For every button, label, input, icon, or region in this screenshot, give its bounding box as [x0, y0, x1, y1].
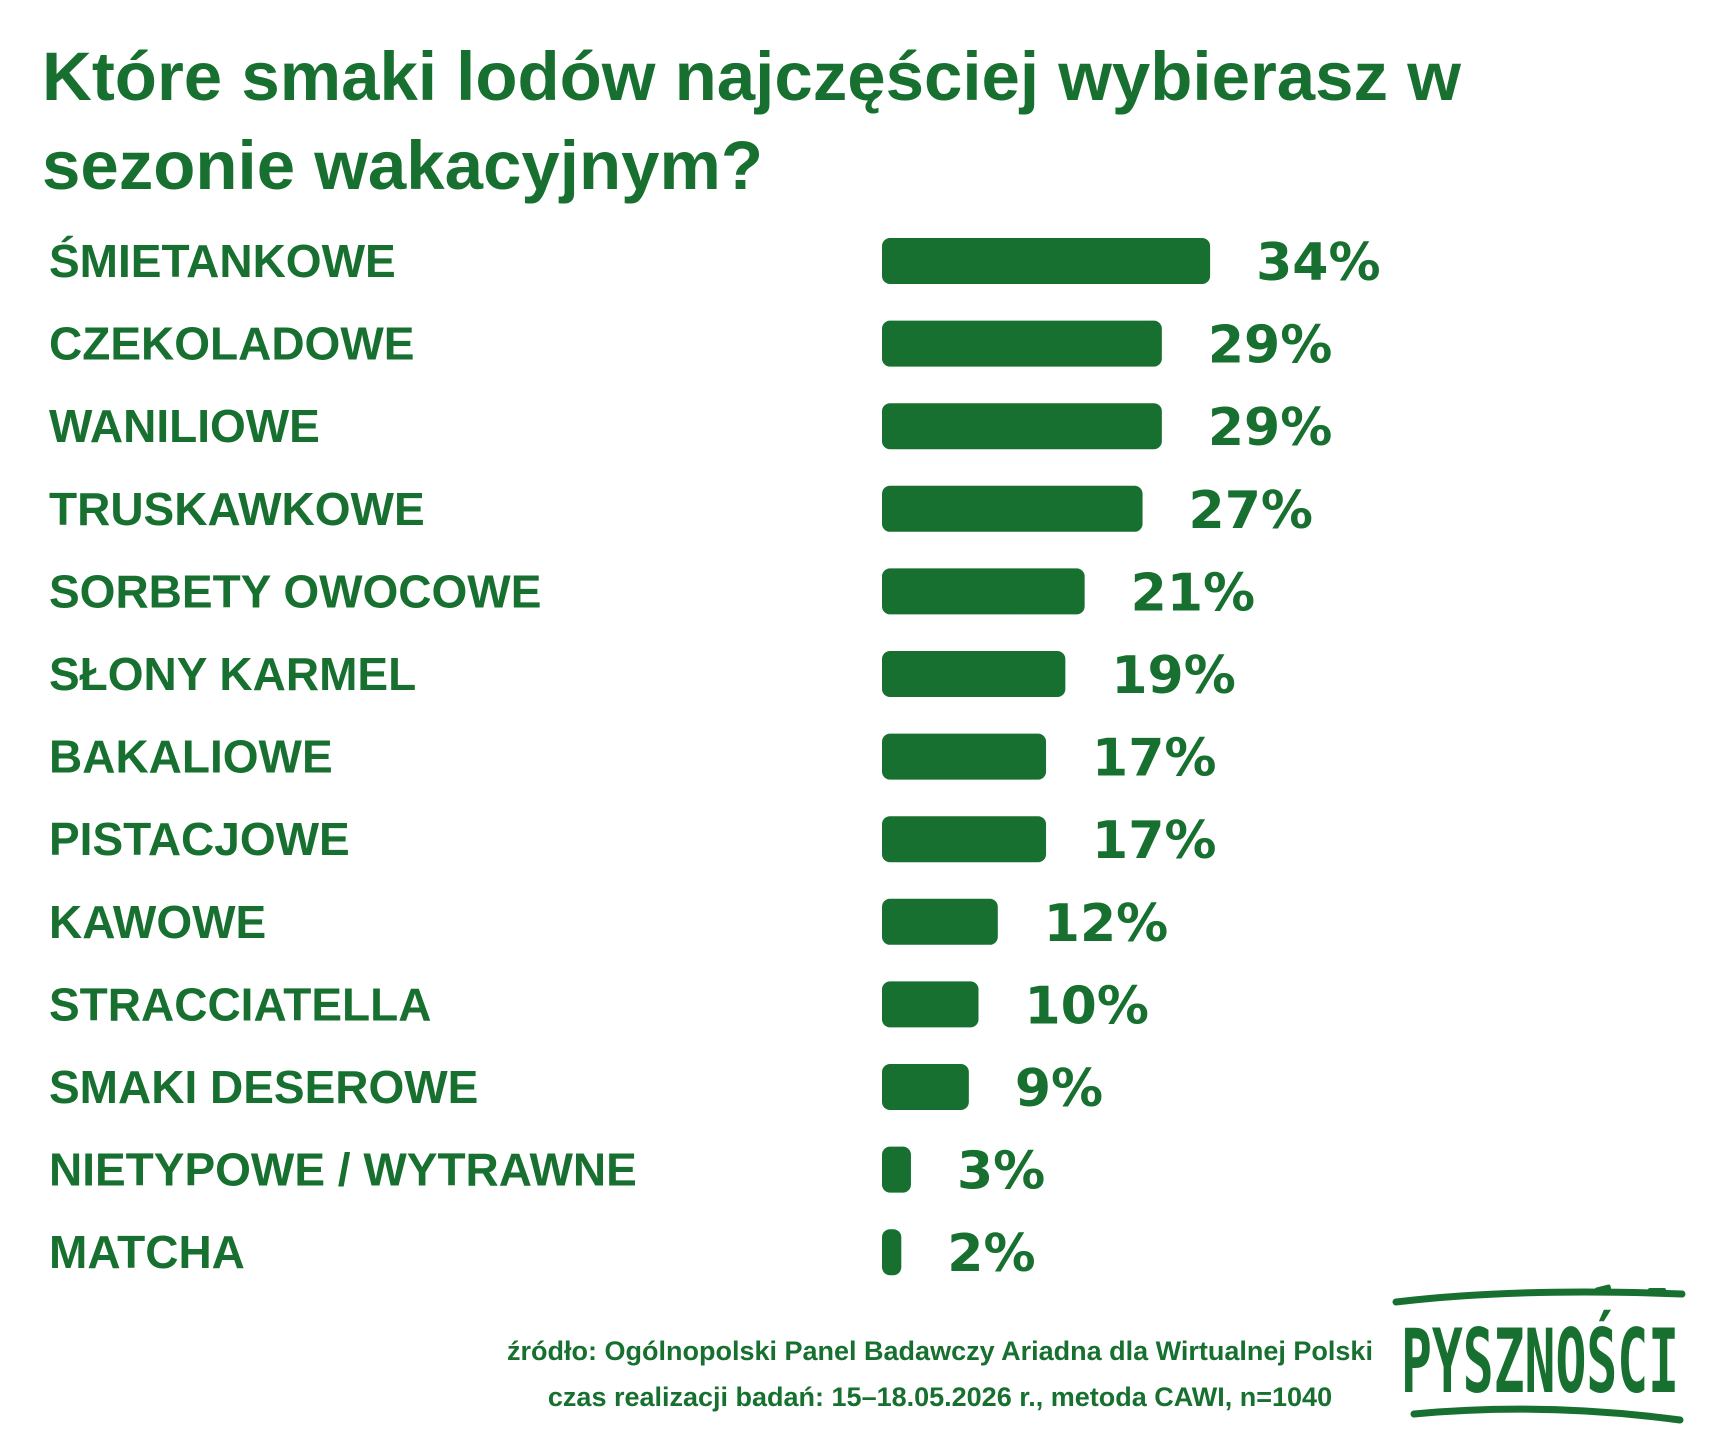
- category-label: KAWOWE: [49, 896, 266, 948]
- category-label: SORBETY OWOCOWE: [49, 565, 541, 617]
- value-label: 17%: [1092, 729, 1216, 789]
- bar: [882, 1146, 911, 1193]
- value-label: 2%: [947, 1224, 1035, 1284]
- value-label: 3%: [957, 1142, 1045, 1202]
- category-label: BAKALIOWE: [49, 731, 333, 783]
- pysznosci-logo: PYSZNOŚCI: [1392, 1284, 1686, 1424]
- bar: [882, 733, 1047, 780]
- bar: [882, 651, 1066, 697]
- survey-details: czas realizacji badań: 15–18.05.2026 r.,…: [547, 1382, 1333, 1412]
- value-label: 34%: [1256, 233, 1380, 293]
- bar: [882, 320, 1162, 367]
- bar: [882, 1229, 902, 1276]
- category-label: TRUSKAWKOWE: [49, 483, 425, 535]
- category-label: CZEKOLADOWE: [49, 318, 414, 370]
- chart-title: Które smaki lodów najczęściej wybierasz …: [42, 38, 1461, 204]
- bar: [882, 238, 1211, 284]
- logo-wordmark: PYSZNOŚCI: [1401, 1310, 1679, 1413]
- category-label: ŚMIETANKOWE: [49, 235, 396, 287]
- category-label: SŁONY KARMEL: [49, 648, 416, 700]
- value-label: 27%: [1189, 481, 1313, 541]
- category-label: SMAKI DESEROWE: [49, 1061, 478, 1113]
- value-label: 9%: [1015, 1059, 1103, 1119]
- value-label: 17%: [1092, 811, 1216, 871]
- source-note: źródło: Ogólnopolski Panel Badawczy Aria…: [507, 1336, 1373, 1366]
- category-label: WANILIOWE: [49, 400, 320, 452]
- bar: [882, 1064, 969, 1110]
- value-label: 29%: [1208, 316, 1332, 376]
- value-label: 19%: [1111, 646, 1235, 706]
- category-label: MATCHA: [49, 1226, 245, 1278]
- bar: [882, 816, 1047, 863]
- category-label: PISTACJOWE: [49, 813, 350, 865]
- bar: [882, 898, 998, 945]
- value-label: 10%: [1025, 976, 1149, 1036]
- value-label: 21%: [1131, 563, 1255, 623]
- bar: [882, 981, 979, 1028]
- value-label: 12%: [1044, 894, 1168, 954]
- value-label: 29%: [1208, 398, 1332, 458]
- bar: [882, 403, 1162, 450]
- bar: [882, 485, 1143, 532]
- category-label: NIETYPOWE / WYTRAWNE: [49, 1144, 637, 1196]
- category-label: STRACCIATELLA: [49, 978, 431, 1030]
- bar: [882, 568, 1085, 615]
